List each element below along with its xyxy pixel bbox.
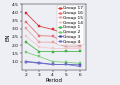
Line: Group 2: Group 2	[25, 51, 81, 64]
Line: Group 17: Group 17	[25, 12, 81, 43]
Group 14	[79, 48, 80, 49]
Group 14	[52, 48, 53, 49]
Group 2	[25, 52, 26, 53]
Group 1	[38, 51, 40, 52]
Group 17	[52, 29, 53, 30]
Group 4	[25, 61, 26, 62]
Group 4	[65, 64, 67, 65]
Group 1	[79, 51, 80, 52]
Line: Group 14: Group 14	[25, 35, 81, 49]
Group 2	[65, 62, 67, 63]
Line: Group 15: Group 15	[25, 27, 81, 48]
Group 15	[79, 46, 80, 47]
Group 15	[65, 46, 67, 47]
Group 2	[79, 63, 80, 64]
Group 1	[65, 51, 67, 52]
Group 3	[38, 62, 40, 63]
Group 16	[65, 43, 67, 44]
Group 1	[25, 41, 26, 42]
Group 14	[65, 48, 67, 49]
Group 3	[65, 64, 67, 65]
Group 15	[38, 42, 40, 43]
Group 17	[38, 26, 40, 27]
Group 17	[79, 41, 80, 42]
Line: Group 3: Group 3	[25, 60, 81, 66]
Line: Group 1: Group 1	[25, 41, 81, 53]
Group 2	[38, 56, 40, 57]
Group 16	[25, 21, 26, 22]
Group 14	[25, 36, 26, 37]
Line: Group 4: Group 4	[25, 61, 81, 67]
Group 16	[79, 45, 80, 46]
Group 17	[25, 12, 26, 13]
Group 3	[52, 64, 53, 65]
Group 15	[52, 42, 53, 43]
Group 3	[25, 61, 26, 62]
Group 4	[38, 63, 40, 64]
Group 4	[52, 64, 53, 65]
Group 16	[38, 35, 40, 36]
Group 17	[65, 34, 67, 35]
Line: Group 16: Group 16	[25, 21, 81, 46]
Y-axis label: EN: EN	[6, 33, 11, 41]
Group 1	[52, 51, 53, 52]
Group 14	[38, 46, 40, 47]
Group 15	[25, 28, 26, 29]
Group 2	[52, 61, 53, 62]
X-axis label: Period: Period	[45, 78, 63, 83]
Group 3	[79, 64, 80, 65]
Group 16	[52, 36, 53, 37]
Legend: Group 17, Group 16, Group 15, Group 14, Group 1, Group 2, Group 3, Group 4: Group 17, Group 16, Group 15, Group 14, …	[57, 5, 84, 45]
Group 4	[79, 66, 80, 67]
